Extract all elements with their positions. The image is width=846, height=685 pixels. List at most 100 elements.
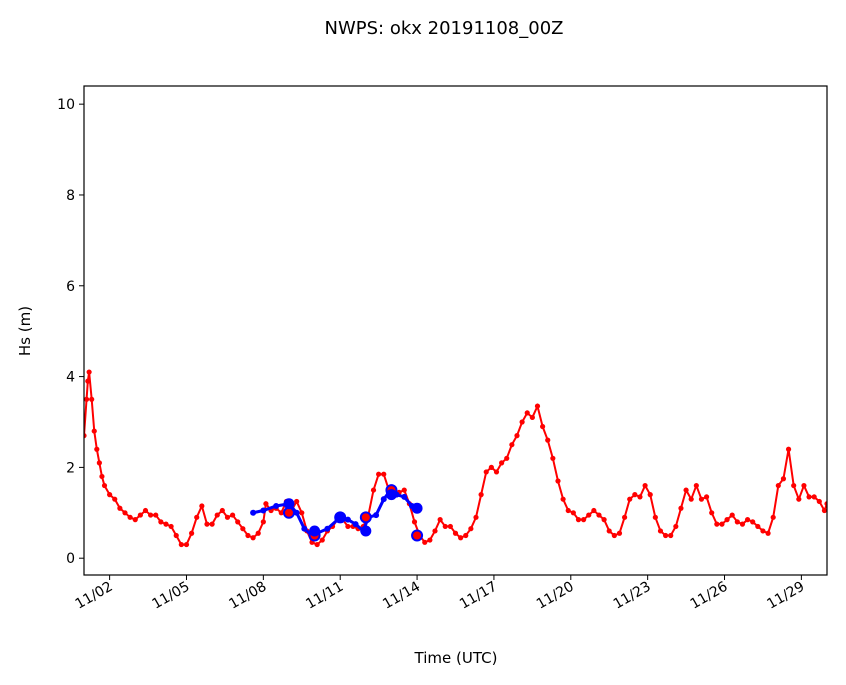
data-point-observed xyxy=(148,512,154,518)
x-tick-label: 11/17 xyxy=(457,579,500,613)
data-point-observed xyxy=(112,496,118,502)
data-point-observed xyxy=(319,537,325,543)
data-point-observed xyxy=(278,510,284,516)
data-point-observed xyxy=(816,498,822,505)
data-point-model xyxy=(401,493,408,500)
data-point-observed xyxy=(673,523,679,530)
data-point-observed xyxy=(806,494,812,500)
data-point-observed xyxy=(632,492,638,498)
x-tick-label: 11/20 xyxy=(534,579,577,613)
data-point-observed xyxy=(199,503,205,509)
data-point-observed xyxy=(153,512,159,518)
data-point-observed xyxy=(463,532,469,539)
data-point-observed xyxy=(678,505,684,511)
data-point-observed xyxy=(796,496,802,502)
data-point-observed xyxy=(381,471,387,477)
data-point-observed xyxy=(606,528,612,534)
data-point-observed xyxy=(780,476,787,482)
data-point-observed xyxy=(478,492,484,498)
data-point-matched xyxy=(359,511,372,524)
data-point-observed xyxy=(168,523,174,530)
data-point-model xyxy=(260,507,267,514)
data-point-observed xyxy=(163,521,169,527)
data-point-observed xyxy=(255,530,261,536)
data-point-observed xyxy=(224,514,231,520)
data-point-observed xyxy=(299,510,305,516)
data-point-observed xyxy=(219,507,225,514)
data-point-observed xyxy=(693,482,699,489)
data-point-model xyxy=(250,509,257,516)
data-point-observed xyxy=(709,510,715,516)
data-point-observed xyxy=(791,482,797,489)
data-point-observed xyxy=(540,423,546,430)
data-point-observed xyxy=(89,396,95,402)
data-point-observed xyxy=(499,460,505,466)
data-point-observed xyxy=(581,517,587,523)
data-point-observed xyxy=(204,521,210,527)
plot-area xyxy=(84,369,827,548)
data-point-observed xyxy=(821,507,827,514)
data-point-matched xyxy=(282,506,295,519)
data-point-observed xyxy=(570,510,576,516)
data-point-observed xyxy=(99,473,105,480)
data-point-observed xyxy=(422,539,428,545)
data-point-observed xyxy=(376,471,382,477)
data-point-observed xyxy=(488,464,494,470)
data-point-observed xyxy=(107,492,113,498)
data-point-observed xyxy=(760,528,766,534)
data-point-observed xyxy=(504,455,510,461)
data-point-observed xyxy=(750,519,756,525)
data-point-observed xyxy=(719,521,725,527)
data-point-observed xyxy=(824,501,827,507)
data-point-observed xyxy=(178,541,184,548)
data-point-observed xyxy=(811,494,817,500)
x-tick-label: 11/05 xyxy=(150,579,193,613)
data-point-observed xyxy=(683,487,689,493)
data-point-model-daily xyxy=(385,489,397,501)
data-point-observed xyxy=(235,519,241,525)
data-point-observed xyxy=(250,535,256,541)
data-point-observed xyxy=(652,514,658,520)
data-point-observed xyxy=(432,528,438,534)
data-point-observed xyxy=(245,532,251,539)
data-point-observed xyxy=(183,541,190,548)
data-point-observed xyxy=(616,530,623,536)
data-point-observed xyxy=(209,521,215,527)
data-point-observed xyxy=(468,526,474,532)
data-point-observed xyxy=(142,507,149,514)
data-point-observed xyxy=(703,494,710,500)
data-point-observed xyxy=(596,512,602,518)
data-point-observed xyxy=(657,528,664,534)
data-point-observed xyxy=(314,541,320,548)
data-point-observed xyxy=(591,507,597,514)
data-point-observed xyxy=(714,521,720,527)
data-point-observed xyxy=(173,532,179,539)
data-point-observed xyxy=(765,530,771,536)
x-tick-label: 11/14 xyxy=(380,579,423,613)
data-point-model-daily xyxy=(411,502,423,514)
data-point-observed xyxy=(744,517,751,523)
data-point-model xyxy=(293,509,300,516)
data-point-observed xyxy=(621,514,628,520)
data-point-observed xyxy=(555,478,561,484)
data-point-observed xyxy=(755,523,761,530)
data-point-observed xyxy=(637,494,643,500)
x-tick-label: 11/11 xyxy=(303,579,346,613)
data-point-observed xyxy=(401,487,407,493)
data-point-observed xyxy=(534,403,541,409)
data-point-model-daily xyxy=(283,498,295,510)
data-point-observed xyxy=(442,523,448,530)
data-point-observed xyxy=(370,487,377,493)
data-point-observed xyxy=(801,482,807,489)
data-point-observed xyxy=(85,378,91,384)
data-point-observed xyxy=(545,437,551,443)
data-point-observed xyxy=(514,433,520,439)
data-point-observed xyxy=(575,517,582,523)
x-tick-label: 11/02 xyxy=(73,579,116,613)
data-point-model xyxy=(344,516,351,523)
y-tick-label: 4 xyxy=(66,370,75,386)
data-point-model-daily xyxy=(309,525,321,537)
data-point-observed xyxy=(84,396,90,402)
data-point-observed xyxy=(734,519,740,525)
data-point-observed xyxy=(483,469,489,475)
